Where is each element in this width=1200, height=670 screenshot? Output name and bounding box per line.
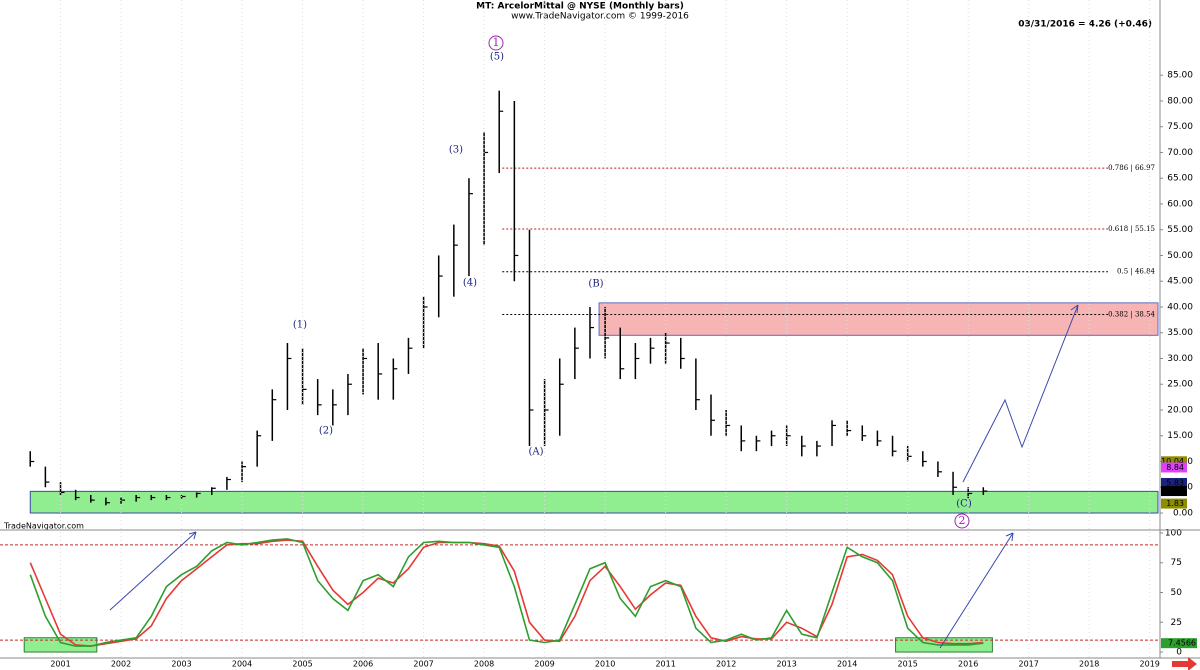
arrow-head [1005,532,1014,542]
y-tick-label: 75.00 [1167,122,1193,132]
wave-label: (5) [490,52,504,63]
x-tick-label: 2002 [111,660,131,669]
fib-label: 0.5 | 46.84 [1117,268,1156,276]
x-tick-label: 2012 [716,660,736,669]
source-label: TradeNavigator.com [3,522,84,531]
value-badge-label: 7.4566 [1168,639,1196,648]
value-badge [1161,638,1197,649]
y-tick-label: 50.00 [1167,251,1193,261]
y-tick-label: 25.00 [1167,380,1193,390]
y-tick-label: 25 [1171,618,1182,628]
value-badge [1161,486,1187,497]
wave-labels: (1) (2) (3) (4) (5) 1 (A) (B) (C) 2 [293,35,972,529]
chart-subtitle: www.TradeNavigator.com © 1999-2016 [511,12,689,22]
value-badge-label: 10.04 [1161,457,1184,466]
wave-circle [488,35,504,51]
arrow-head [1070,304,1079,314]
x-tick-label: 2003 [171,660,191,669]
y-tick-label: 75 [1171,558,1182,568]
stochastic-line [29,538,984,647]
x-tick-label: 2010 [595,660,615,669]
value-badge [1161,498,1187,509]
wave-label: (C) [956,499,972,510]
wave-label: (2) [319,426,333,437]
stochastic-line [29,539,984,647]
wave-label: 2 [959,514,966,527]
x-tick-label: 2017 [1019,660,1039,669]
projection-arrows [109,304,1079,649]
y-tick-label: 100 [1165,528,1182,538]
x-tick-label: 2018 [1079,660,1099,669]
value-badge [1161,462,1187,473]
value-badge-label: 4.26 [1166,487,1184,496]
x-tick-label: 2016 [958,660,978,669]
projection-path [939,532,1014,649]
value-badge [1161,477,1187,488]
x-tick-label: 2008 [474,660,494,669]
scroll-arrow[interactable] [1172,657,1197,670]
y-tick-label: 15.00 [1167,431,1193,441]
y-tick-label: 40.00 [1167,302,1193,312]
fib-label: 0.786 | 66.97 [1108,164,1155,172]
x-tick-label: 2006 [353,660,373,669]
y-tick-label: 50 [1171,588,1183,598]
y-tick-label: 35.00 [1167,328,1193,338]
y-tick-label: 45.00 [1167,277,1193,287]
y-tick-label: 85.00 [1167,71,1193,81]
zone [598,302,1159,336]
value-badge-label: 5.83 [1166,478,1184,487]
wave-circle [954,513,970,529]
x-tick-label: 2001 [50,660,70,669]
value-badge [1161,456,1187,467]
zone [29,490,1159,514]
x-tick-label: 2005 [292,660,312,669]
y-tick-label: 80.00 [1167,96,1193,106]
x-tick-label: 2019 [1140,660,1160,669]
wave-label: (3) [449,145,463,156]
y-tick-label: 60.00 [1167,199,1193,209]
y-tick-label: 0.00 [1173,509,1193,519]
x-tick-label: 2009 [534,660,554,669]
y-tick-label: 20.00 [1167,405,1193,415]
projection-path [109,531,197,611]
wave-label: (1) [293,320,307,331]
projection-path [962,304,1079,483]
chart-title: MT: ArcelorMittal @ NYSE (Monthly bars) [476,2,684,12]
last-quote: 03/31/2016 = 4.26 (+0.46) [1018,20,1152,30]
fib-label: 0.618 | 55.15 [1108,225,1155,233]
value-badge-label: 8.84 [1166,463,1184,472]
y-tick-label: 70.00 [1167,148,1193,158]
y-tick-label: 55.00 [1167,225,1193,235]
x-tick-label: 2007 [413,660,433,669]
x-tick-label: 2015 [897,660,917,669]
y-tick-label: 30.00 [1167,354,1193,364]
fib-label: 0.382 | 38.54 [1108,310,1155,318]
y-tick-label: 65.00 [1167,174,1193,184]
value-badge-label: 1.83 [1166,499,1184,508]
wave-label: 1 [493,36,500,49]
wave-label: (4) [463,278,477,289]
y-tick-label: 0 [1176,648,1182,658]
x-tick-label: 2014 [837,660,857,669]
wave-label: (A) [528,447,543,458]
x-tick-label: 2013 [776,660,796,669]
arrow-head [188,531,197,540]
wave-label: (B) [588,279,603,290]
x-tick-label: 2011 [655,660,675,669]
x-tick-label: 2004 [232,660,252,669]
